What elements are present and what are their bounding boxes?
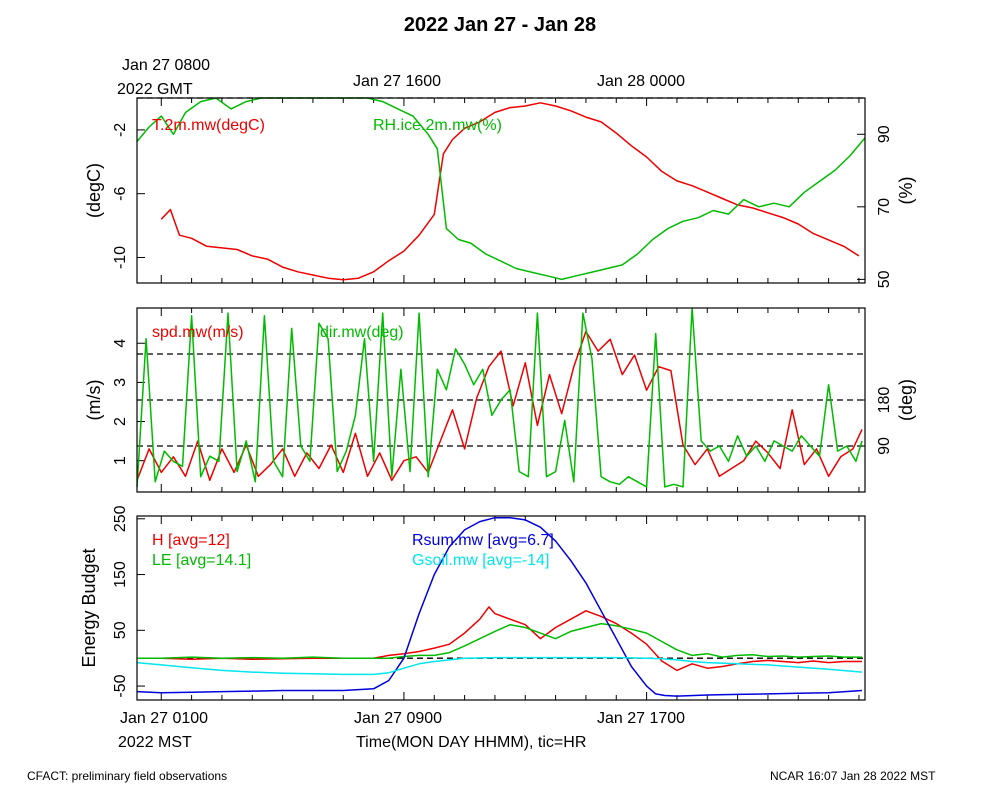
- y-axis-label-left: (m/s): [84, 380, 104, 421]
- y-tick-label-left: 3: [112, 378, 129, 387]
- series-line-2-0: [137, 606, 862, 672]
- top-tick-label-0: Jan 27 0800: [122, 57, 211, 74]
- legend-label-2-1: LE [avg=14.1]: [152, 552, 251, 569]
- y-tick-label-left: 250: [112, 505, 129, 532]
- legend-label-1-0: spd.mw(m/s): [152, 324, 244, 341]
- plot-frame: [136, 515, 866, 701]
- legend-label-0-0: T.2m.mw(degC): [152, 117, 265, 134]
- legend-label-2-0: H [avg=12]: [152, 532, 230, 549]
- y-tick-label-left: 150: [112, 561, 129, 588]
- series-line-2-3: [136, 656, 863, 676]
- panel-wind: 1 2 3 4 90 180 (m/s) (deg) spd.mw(m/s) dir.mw(deg…: [84, 307, 916, 493]
- bottom-tick-label-2: Jan 27 1700: [597, 710, 686, 727]
- series-line-2-1: [137, 622, 862, 659]
- y-axis-label-right: (deg): [896, 379, 916, 421]
- legend-label-2-2: Rsum.mw [avg=6.7]: [412, 532, 554, 549]
- y-tick-label-left: -2: [112, 123, 129, 137]
- bottom-tick-label-1: Jan 27 0900: [354, 710, 443, 727]
- series-line-0-1: [136, 97, 866, 281]
- bottom-tick-label-0: Jan 27 0100: [120, 710, 209, 727]
- y-tick-label-right: 90: [876, 437, 893, 455]
- y-tick-label-right: 50: [876, 270, 893, 288]
- x-axis-label: Time(MON DAY HHMM), tic=HR: [356, 734, 587, 751]
- y-axis-label-right: (%): [896, 177, 916, 205]
- series-line-1-0: [136, 330, 863, 482]
- y-axis-label-left: (degC): [84, 163, 104, 218]
- footer-note-right: NCAR 16:07 Jan 28 2022 MST: [770, 769, 936, 783]
- y-tick-label-left: -50: [112, 674, 129, 697]
- legend-label-2-3: Gsoil.mw [avg=-14]: [412, 552, 549, 569]
- y-tick-label-right: 180: [876, 387, 893, 414]
- series-line-0-0: [160, 102, 860, 281]
- top-tick-label-2: Jan 28 0000: [597, 73, 686, 90]
- y-tick-label-left: -6: [112, 186, 129, 200]
- top-tick-label-1: Jan 27 1600: [353, 73, 442, 90]
- legend-label-0-1: RH.ice.2m.mw(%): [373, 117, 502, 134]
- panel-energy-budget: -50 50 150 250 Energy Budget H [avg=12] LE [av…: [79, 505, 866, 701]
- y-tick-label-left: 2: [112, 417, 129, 426]
- plot-frame: [136, 97, 866, 284]
- y-tick-label-left: 50: [112, 621, 129, 639]
- y-axis-label-left: Energy Budget: [79, 548, 99, 667]
- chart-title: 2022 Jan 27 - Jan 28: [403, 14, 597, 36]
- panel-temperature-humidity: -10 -6 -2 50 70 90 (degC) (%) T.2m.mw(degC) RH.ic…: [84, 97, 916, 288]
- y-tick-label-left: -10: [112, 246, 129, 269]
- y-tick-label-left: 1: [112, 456, 129, 465]
- y-tick-label-right: 90: [876, 125, 893, 143]
- bottom-axis-year-label: 2022 MST: [118, 734, 192, 751]
- plot-frame: [136, 307, 866, 493]
- y-tick-label-left: 4: [112, 339, 129, 348]
- legend-label-1-1: dir.mw(deg): [320, 324, 404, 341]
- series-line-1-1: [136, 307, 863, 488]
- top-axis-year-label: 2022 GMT: [117, 81, 193, 98]
- footer-note-left: CFACT: preliminary field observations: [27, 769, 228, 783]
- y-tick-label-right: 70: [876, 198, 893, 216]
- series-line-2-2: [136, 516, 863, 697]
